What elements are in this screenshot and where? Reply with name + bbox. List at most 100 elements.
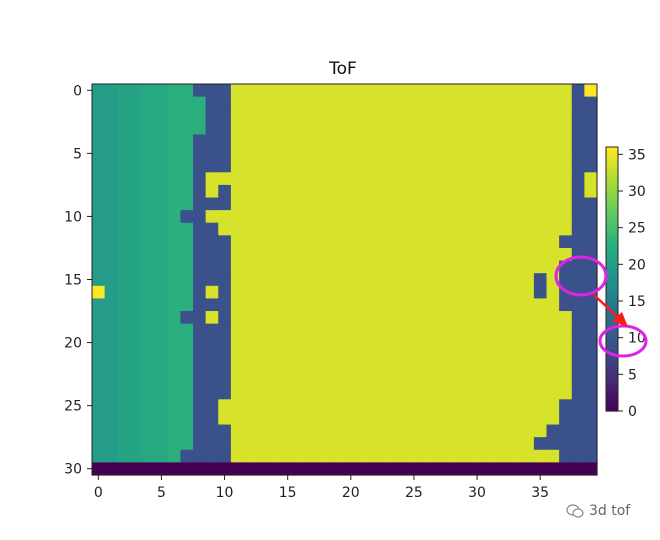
- heatmap-cell: [331, 399, 346, 413]
- heatmap-cell: [344, 121, 358, 136]
- heatmap-cell: [167, 361, 181, 375]
- heatmap-cell: [369, 109, 383, 123]
- heatmap-cell: [420, 235, 434, 249]
- heatmap-cell: [559, 298, 573, 312]
- colorbar-segment: [606, 147, 618, 152]
- heatmap-cell: [470, 247, 484, 262]
- heatmap-cell: [306, 336, 320, 350]
- heatmap-cell: [180, 273, 194, 287]
- heatmap-cell: [180, 298, 194, 312]
- heatmap-cell: [382, 348, 396, 363]
- heatmap-cell: [496, 336, 510, 350]
- heatmap-cell: [117, 184, 131, 199]
- heatmap-cell: [268, 437, 282, 451]
- heatmap-cell: [533, 361, 548, 375]
- heatmap-cell: [369, 311, 383, 325]
- heatmap-cell: [243, 462, 257, 476]
- heatmap-cell: [458, 84, 472, 98]
- colorbar-segment: [606, 160, 618, 166]
- heatmap-cell: [167, 399, 181, 413]
- colorbar-segment: [606, 182, 618, 188]
- heatmap-cell: [155, 184, 169, 199]
- heatmap-cell: [205, 159, 219, 173]
- heatmap-cell: [92, 121, 106, 136]
- heatmap-cell: [533, 197, 548, 211]
- heatmap-cell: [331, 197, 346, 211]
- heatmap-cell: [445, 247, 459, 262]
- heatmap-cell: [129, 260, 144, 274]
- heatmap-cell: [117, 437, 131, 451]
- heatmap-cell: [420, 298, 434, 312]
- heatmap-cell: [331, 222, 346, 236]
- heatmap-cell: [470, 298, 484, 312]
- heatmap-cell: [521, 336, 535, 350]
- heatmap-cell: [458, 449, 472, 463]
- heatmap-cell: [432, 285, 447, 300]
- heatmap-cell: [382, 222, 396, 236]
- heatmap-cell: [180, 411, 194, 426]
- colorbar-segment: [606, 296, 618, 302]
- heatmap-cell: [193, 222, 207, 236]
- heatmap-cell: [117, 235, 131, 249]
- heatmap-cell: [117, 411, 131, 426]
- heatmap-cell: [571, 374, 585, 388]
- heatmap-cell: [294, 348, 308, 363]
- heatmap-cell: [331, 361, 346, 375]
- heatmap-cell: [571, 336, 585, 350]
- colorbar-segment: [606, 213, 618, 218]
- heatmap-cell: [155, 336, 169, 350]
- heatmap-cell: [142, 147, 156, 161]
- heatmap-cell: [155, 96, 169, 110]
- heatmap-cell: [218, 336, 232, 350]
- heatmap-cell: [129, 273, 144, 287]
- heatmap-cell: [369, 449, 383, 463]
- heatmap-cell: [571, 311, 585, 325]
- heatmap-cell: [243, 323, 257, 337]
- heatmap-cell: [117, 361, 131, 375]
- heatmap-cell: [546, 348, 560, 363]
- heatmap-cell: [382, 260, 396, 274]
- heatmap-cell: [559, 235, 573, 249]
- heatmap-cell: [584, 222, 598, 236]
- heatmap-cell: [256, 273, 270, 287]
- heatmap-cell: [407, 374, 421, 388]
- heatmap-cell: [584, 235, 598, 249]
- heatmap-cell: [420, 361, 434, 375]
- heatmap-cell: [470, 235, 484, 249]
- heatmap-cell: [483, 184, 497, 199]
- heatmap-cell: [369, 298, 383, 312]
- heatmap-cell: [230, 172, 245, 186]
- heatmap-cell: [230, 348, 245, 363]
- heatmap-cell: [407, 260, 421, 274]
- heatmap-cell: [243, 121, 257, 136]
- heatmap-cell: [281, 147, 295, 161]
- heatmap-cell: [559, 134, 573, 148]
- heatmap-cell: [167, 96, 181, 110]
- heatmap-cell: [281, 323, 295, 337]
- heatmap-cell: [243, 374, 257, 388]
- heatmap-cell: [117, 399, 131, 413]
- heatmap-cell: [92, 159, 106, 173]
- heatmap-cell: [369, 260, 383, 274]
- heatmap-cell: [407, 399, 421, 413]
- heatmap-cell: [458, 235, 472, 249]
- heatmap-cell: [344, 424, 358, 438]
- heatmap-cell: [521, 84, 535, 98]
- heatmap-cell: [193, 361, 207, 375]
- heatmap-cell: [432, 260, 447, 274]
- heatmap-cell: [533, 348, 548, 363]
- colorbar-segment: [606, 349, 618, 355]
- heatmap-cell: [306, 109, 320, 123]
- heatmap-cell: [319, 109, 333, 123]
- heatmap-cell: [104, 374, 118, 388]
- heatmap-cell: [357, 399, 371, 413]
- heatmap-cell: [382, 172, 396, 186]
- y-tick-label: 25: [64, 399, 82, 415]
- heatmap-cell: [420, 84, 434, 98]
- heatmap-cell: [180, 210, 194, 224]
- heatmap-cell: [319, 260, 333, 274]
- heatmap-cell: [142, 298, 156, 312]
- heatmap-cell: [129, 84, 144, 98]
- heatmap-cell: [508, 235, 522, 249]
- heatmap-cell: [218, 462, 232, 476]
